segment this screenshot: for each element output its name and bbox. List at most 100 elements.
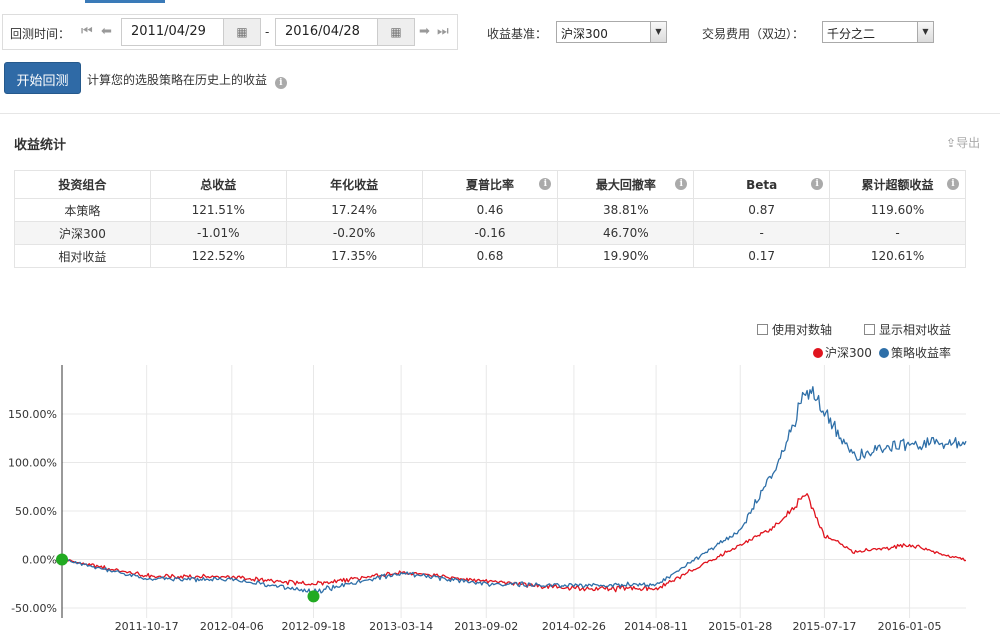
info-icon[interactable]: i — [675, 178, 688, 190]
prev-period-icon[interactable]: ⬅ — [101, 24, 112, 39]
benchmark-value: 沪深300 — [561, 27, 608, 41]
fee-value: 千分之二 — [827, 27, 876, 41]
info-icon[interactable]: i — [274, 77, 287, 89]
table-cell: 119.60% — [829, 198, 966, 222]
x-tick-label: 2013-03-14 — [369, 620, 433, 633]
benchmark-select[interactable]: 沪深300 ▼ — [556, 21, 667, 43]
relative-return-label: 显示相对收益 — [879, 323, 952, 337]
series-line-1 — [61, 386, 967, 595]
chevron-down-icon: ▼ — [917, 22, 933, 42]
header-sharpe: 夏普比率 i — [421, 170, 559, 199]
y-tick-label: -50.00% — [11, 602, 57, 615]
series-line-0 — [61, 493, 967, 593]
active-tab-indicator — [85, 0, 165, 3]
x-tick-label: 2014-08-11 — [624, 620, 688, 633]
table-cell: 0.17 — [693, 244, 831, 268]
relative-return-checkbox[interactable]: 显示相对收益 — [864, 321, 951, 338]
table-cell: 0.87 — [693, 198, 831, 222]
next-period-icon[interactable]: ➡ — [419, 24, 430, 39]
table-cell: 17.24% — [285, 198, 423, 222]
header-annual-return: 年化收益 — [285, 170, 423, 199]
table-cell: 0.68 — [421, 244, 559, 268]
table-cell: 相对收益 — [14, 244, 151, 268]
log-axis-label: 使用对数轴 — [772, 323, 833, 337]
chart-markers — [56, 553, 320, 603]
x-tick-label: 2016-01-05 — [878, 620, 942, 633]
x-tick-label: 2015-01-28 — [708, 620, 772, 633]
last-period-icon[interactable]: ⏭ — [437, 24, 449, 39]
header-beta: Beta i — [693, 170, 831, 199]
returns-chart: 150.00% 100.00% 50.00% 0.00% -50.00% 2011-10… — [8, 365, 967, 633]
legend-label: 策略收益率 — [891, 346, 952, 360]
checkbox-icon — [864, 324, 875, 335]
chart-grid — [62, 365, 966, 618]
legend-item-benchmark[interactable]: 沪深300 — [813, 344, 872, 361]
backtest-time-label: 回测时间： — [10, 27, 71, 41]
x-axis: 2011-10-17 2012-04-06 2012-09-18 2013-03-14… — [115, 620, 942, 633]
table-cell: 46.70% — [557, 221, 695, 245]
date-separator: - — [265, 25, 270, 39]
table-cell: 38.81% — [557, 198, 695, 222]
checkbox-icon — [757, 324, 768, 335]
header-portfolio: 投资组合 — [14, 170, 151, 199]
table-cell: 本策略 — [14, 198, 151, 222]
legend-label: 沪深300 — [825, 346, 872, 360]
y-tick-label: 50.00% — [15, 505, 57, 518]
header-excess-return: 累计超额收益 i — [829, 170, 966, 199]
stats-table: 投资组合 总收益 年化收益 夏普比率 i 最大回撤率 i Beta i 累计超额收益 i… — [14, 170, 966, 268]
table-row: 相对收益 122.52% 17.35% 0.68 19.90% 0.17 120… — [14, 244, 966, 268]
end-calendar-icon[interactable]: ▦ — [377, 18, 415, 46]
legend-item-strategy[interactable]: 策略收益率 — [879, 344, 951, 361]
chart-lines — [61, 386, 967, 595]
table-cell: -0.20% — [285, 221, 423, 245]
header-label: 最大回撤率 — [595, 178, 656, 192]
legend-dot-icon — [879, 348, 889, 358]
header-label: 年化收益 — [330, 178, 379, 192]
y-tick-label: 100.00% — [8, 457, 57, 470]
start-date-input[interactable]: 2011/04/29 — [121, 18, 224, 46]
header-total-return: 总收益 — [149, 170, 287, 199]
info-icon[interactable]: i — [811, 178, 824, 190]
legend-dot-icon — [813, 348, 823, 358]
table-cell: 17.35% — [285, 244, 423, 268]
x-tick-label: 2013-09-02 — [454, 620, 518, 633]
header-max-drawdown: 最大回撤率 i — [557, 170, 695, 199]
divider — [0, 113, 1000, 114]
header-label: Beta — [746, 177, 778, 192]
end-date-input[interactable]: 2016/04/28 — [275, 18, 379, 46]
table-header-row: 投资组合 总收益 年化收益 夏普比率 i 最大回撤率 i Beta i 累计超额收益 i — [14, 170, 966, 199]
table-cell: 121.51% — [149, 198, 287, 222]
header-label: 总收益 — [200, 178, 237, 192]
benchmark-label: 收益基准： — [487, 27, 548, 41]
section-title: 收益统计 — [14, 138, 67, 153]
y-tick-label: 0.00% — [22, 554, 57, 567]
date-range-panel: 回测时间： ⏮ ⬅ 2011/04/29 ▦ - 2016/04/28 ▦ ➡ … — [2, 14, 458, 50]
header-label: 投资组合 — [58, 178, 107, 192]
info-icon[interactable]: i — [539, 178, 552, 190]
info-icon[interactable]: i — [947, 178, 959, 190]
start-backtest-button[interactable]: 开始回测 — [4, 62, 81, 94]
x-tick-label: 2012-09-18 — [282, 620, 346, 633]
table-cell: - — [829, 221, 966, 245]
table-cell: 0.46 — [421, 198, 559, 222]
header-label: 夏普比率 — [465, 178, 514, 192]
x-tick-label: 2011-10-17 — [115, 620, 179, 633]
trade-marker — [307, 590, 320, 603]
x-tick-label: 2012-04-06 — [200, 620, 264, 633]
start-calendar-icon[interactable]: ▦ — [223, 18, 261, 46]
table-cell: - — [693, 221, 831, 245]
export-button[interactable]: ⇪导出 — [946, 134, 980, 151]
start-hint: 计算您的选股策略在历史上的收益 i — [87, 71, 287, 89]
log-axis-checkbox[interactable]: 使用对数轴 — [757, 321, 832, 338]
fee-select[interactable]: 千分之二 ▼ — [822, 21, 934, 43]
table-row: 本策略 121.51% 17.24% 0.46 38.81% 0.87 119.… — [14, 198, 966, 222]
table-cell: -0.16 — [421, 221, 559, 245]
first-period-icon[interactable]: ⏮ — [81, 24, 93, 39]
start-hint-text: 计算您的选股策略在历史上的收益 — [87, 73, 268, 87]
table-cell: 19.90% — [557, 244, 695, 268]
table-cell: 122.52% — [149, 244, 287, 268]
trade-marker — [56, 553, 68, 566]
x-tick-label: 2014-02-26 — [542, 620, 606, 633]
table-cell: 120.61% — [829, 244, 966, 268]
